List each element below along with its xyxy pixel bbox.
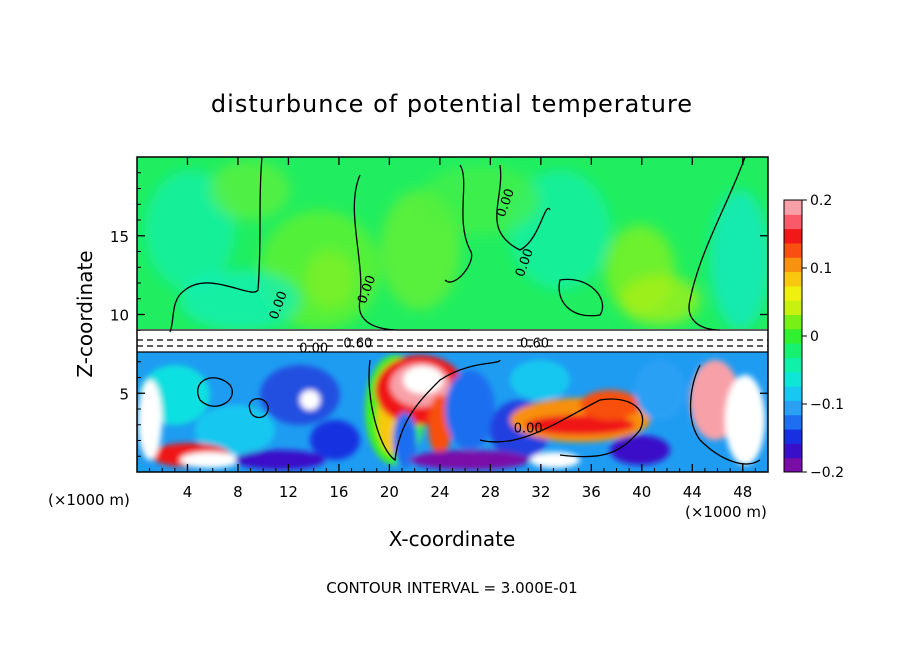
colorbar-cell xyxy=(784,314,802,330)
x-tick-label: 28 xyxy=(481,483,500,501)
y-tick-label: 5 xyxy=(119,385,129,403)
x-tick-label: 16 xyxy=(329,483,348,501)
contour-interval-note: CONTOUR INTERVAL = 3.000E-01 xyxy=(326,579,577,597)
colorbar-cell xyxy=(784,257,802,273)
colorbar-cell xyxy=(784,400,802,416)
x-tick-label: 12 xyxy=(279,483,298,501)
colorbar-cells xyxy=(784,200,802,473)
colorbar-ticks: 0.2 0.1 0 −0.1 −0.2 xyxy=(802,193,844,481)
colorbar-cell xyxy=(784,443,802,459)
x-unit-right: (×1000 m) xyxy=(685,503,767,521)
colorbar-cell xyxy=(784,300,802,316)
x-tick-label: 36 xyxy=(582,483,601,501)
x-unit-left: (×1000 m) xyxy=(48,491,130,509)
x-tick-label: 48 xyxy=(733,483,752,501)
colorbar-tick-label: 0.2 xyxy=(810,193,832,209)
x-tick-label: 4 xyxy=(183,483,193,501)
colorbar-cell xyxy=(784,457,802,473)
contour-dashed xyxy=(137,339,768,347)
colorbar-cell xyxy=(784,285,802,301)
x-tick-label: 24 xyxy=(430,483,449,501)
x-tick-label: 44 xyxy=(683,483,702,501)
y-tick-label: 15 xyxy=(110,228,129,246)
colorbar-cell xyxy=(784,386,802,401)
contour-label: 0.60 xyxy=(520,337,549,352)
upper-field-texture xyxy=(145,160,768,330)
colorbar-tick-label: 0.1 xyxy=(810,261,832,277)
x-tick-label: 40 xyxy=(632,483,651,501)
colorbar-cell xyxy=(784,343,802,358)
contour-lines xyxy=(137,157,768,465)
contour-label: 0.60 xyxy=(343,337,372,352)
chart-title: disturbunce of potential temperature xyxy=(211,90,693,118)
colorbar-cell xyxy=(784,228,802,244)
x-axis-ticks: 4 8 12 16 20 24 28 32 36 40 44 48 xyxy=(149,157,756,501)
y-tick-label: 10 xyxy=(110,307,129,325)
colorbar-tick-label: 0 xyxy=(810,329,819,345)
colorbar-cell xyxy=(784,371,802,387)
x-tick-label: 32 xyxy=(531,483,550,501)
colorbar-cell xyxy=(784,200,802,215)
lower-field-texture xyxy=(138,355,765,470)
contour-label: 0.00 xyxy=(299,341,328,356)
colorbar-cell xyxy=(784,242,802,258)
x-axis-label: X-coordinate xyxy=(389,527,516,551)
x-tick-label: 8 xyxy=(233,483,243,501)
colorbar-cell xyxy=(784,414,802,430)
y-axis-label: Z-coordinate xyxy=(73,250,97,377)
colorbar-cell xyxy=(784,357,802,373)
interface-band xyxy=(137,329,768,353)
colorbar-tick-label: −0.1 xyxy=(810,397,844,413)
colorbar-cell xyxy=(784,429,802,444)
colorbar-cell xyxy=(784,271,802,287)
colorbar: 0.2 0.1 0 −0.1 −0.2 xyxy=(783,193,844,481)
colorbar-cell xyxy=(784,214,802,230)
contour-label: 0.00 xyxy=(514,422,543,437)
colorbar-cell xyxy=(784,328,802,344)
plot-area: 0.00 0.000.000.000.60 0.600.000.00 xyxy=(137,157,768,472)
y-axis-ticks: 5 10 15 xyxy=(110,172,768,457)
colorbar-tick-label: −0.2 xyxy=(810,465,844,481)
x-tick-label: 20 xyxy=(380,483,399,501)
